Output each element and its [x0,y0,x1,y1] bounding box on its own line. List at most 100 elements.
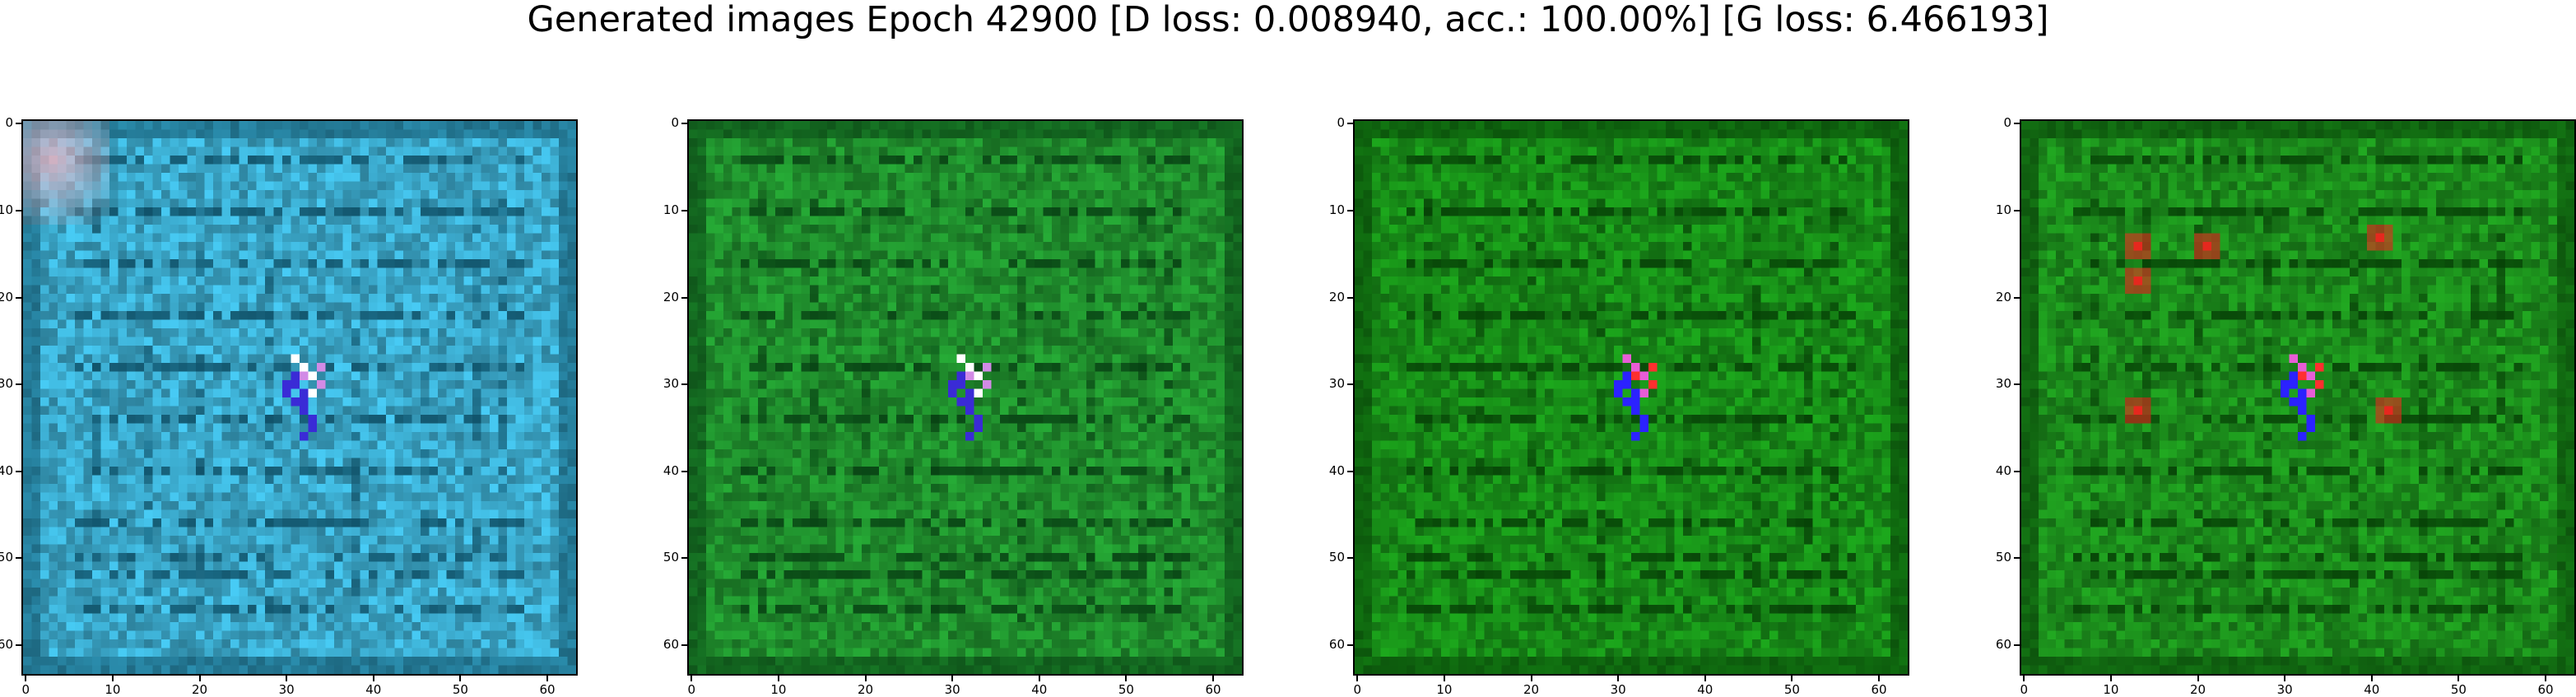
x-tick-mark [951,676,954,681]
y-tick-mark [16,383,21,386]
y-tick-mark [2014,296,2020,299]
y-tick-mark [1347,123,1353,125]
figure-title: Generated images Epoch 42900 [D loss: 0.… [527,0,2049,40]
y-tick-label: 60 [1995,637,2011,653]
x-tick-mark [1356,676,1359,681]
x-tick-label: 40 [1031,682,1048,697]
y-tick-mark [16,123,21,125]
image-frame [2020,119,2576,676]
y-tick-label: 60 [0,637,13,653]
x-tick-mark [2457,676,2460,681]
x-tick-label: 40 [1697,682,1713,697]
y-tick-label: 10 [1995,202,2011,217]
y-tick-label: 10 [0,202,13,217]
y-tick-label: 20 [1995,289,2011,304]
x-tick-label: 20 [1523,682,1540,697]
x-tick-label: 0 [2020,682,2029,697]
x-tick-mark [1878,676,1881,681]
y-tick-label: 40 [1328,462,1345,478]
y-tick-mark [16,209,21,211]
y-tick-mark [681,470,687,472]
y-tick-mark [681,383,687,386]
x-tick-mark [2197,676,2199,681]
x-tick-label: 10 [105,682,121,697]
x-tick-mark [1530,676,1532,681]
y-tick-label: 20 [0,289,13,304]
y-tick-mark [16,557,21,560]
y-tick-mark [1347,557,1353,560]
x-tick-mark [1617,676,1620,681]
x-tick-label: 10 [2103,682,2119,697]
x-tick-mark [1038,676,1040,681]
y-tick-mark [1347,644,1353,647]
generated-image-canvas [2021,121,2574,674]
x-tick-label: 60 [1205,682,1221,697]
x-tick-mark [690,676,693,681]
y-tick-label: 50 [663,550,679,565]
y-tick-mark [681,209,687,211]
x-tick-mark [2545,676,2547,681]
x-tick-label: 40 [365,682,382,697]
y-tick-label: 10 [663,202,679,217]
x-tick-label: 40 [2364,682,2380,697]
y-tick-mark [1347,383,1353,386]
x-tick-label: 10 [770,682,787,697]
y-tick-mark [2014,557,2020,560]
y-tick-mark [1347,296,1353,299]
x-tick-mark [1443,676,1445,681]
x-tick-mark [1704,676,1706,681]
y-tick-mark [2014,644,2020,647]
x-tick-label: 20 [857,682,874,697]
y-tick-label: 40 [1995,462,2011,478]
y-tick-label: 10 [1328,202,1345,217]
y-tick-mark [16,470,21,472]
y-tick-label: 0 [2003,115,2011,131]
y-tick-label: 60 [663,637,679,653]
y-tick-label: 20 [1328,289,1345,304]
y-tick-label: 60 [1328,637,1345,653]
y-tick-label: 50 [1328,550,1345,565]
x-tick-label: 30 [944,682,960,697]
y-tick-mark [2014,209,2020,211]
x-tick-label: 10 [1436,682,1453,697]
x-tick-label: 50 [1783,682,1800,697]
x-tick-mark [1791,676,1793,681]
y-tick-label: 0 [1337,115,1345,131]
x-tick-label: 60 [539,682,556,697]
x-tick-mark [2370,676,2373,681]
y-tick-label: 50 [1995,550,2011,565]
y-tick-label: 40 [663,462,679,478]
x-tick-label: 0 [21,682,30,697]
x-tick-label: 20 [191,682,208,697]
x-tick-mark [864,676,867,681]
x-tick-mark [2284,676,2286,681]
y-tick-mark [2014,470,2020,472]
generated-image-canvas [689,121,1242,674]
x-tick-label: 60 [2537,682,2554,697]
generated-image-canvas [23,121,576,674]
x-tick-mark [546,676,549,681]
x-tick-label: 60 [1871,682,1887,697]
y-tick-mark [681,296,687,299]
x-tick-label: 50 [1118,682,1134,697]
generated-image-canvas [1355,121,1908,674]
y-tick-mark [16,296,21,299]
x-tick-mark [111,676,114,681]
y-tick-label: 30 [1328,376,1345,392]
x-tick-label: 0 [687,682,696,697]
x-tick-mark [2109,676,2112,681]
y-tick-mark [681,557,687,560]
x-tick-mark [25,676,27,681]
y-tick-mark [2014,123,2020,125]
x-tick-mark [1212,676,1215,681]
y-tick-mark [681,123,687,125]
x-tick-mark [198,676,201,681]
y-tick-label: 30 [663,376,679,392]
x-tick-label: 30 [2276,682,2293,697]
x-tick-mark [372,676,374,681]
y-tick-label: 0 [5,115,13,131]
image-frame [1353,119,1909,676]
y-tick-label: 40 [0,462,13,478]
x-tick-mark [777,676,779,681]
